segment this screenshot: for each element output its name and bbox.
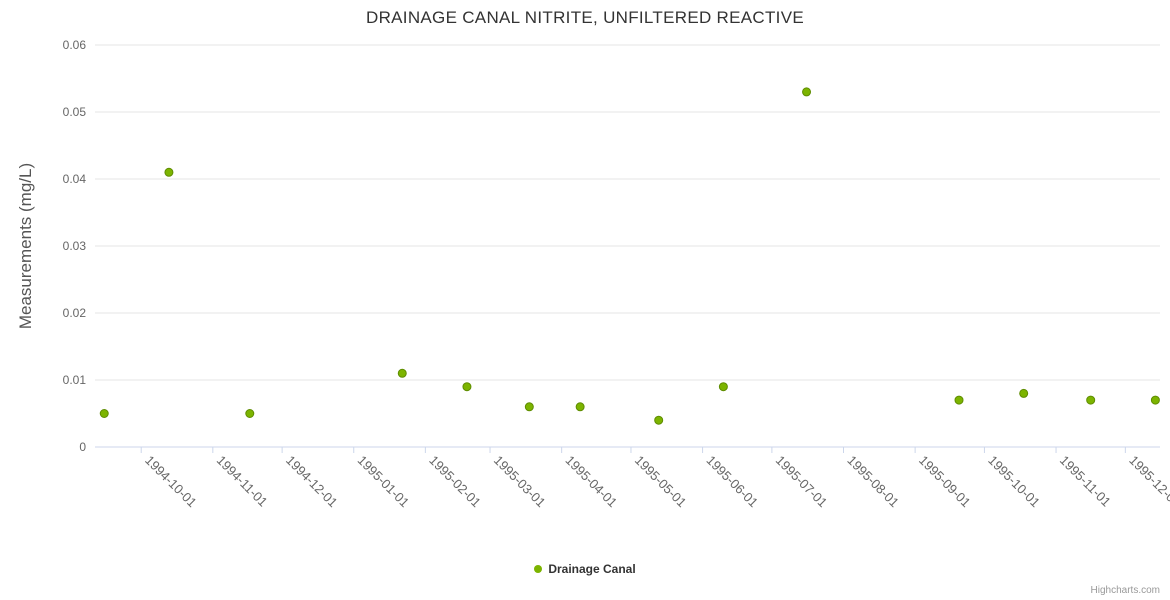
x-tick-label: 1995-08-01 bbox=[844, 453, 902, 511]
x-tick-label: 1995-02-01 bbox=[426, 453, 484, 511]
y-axis-title: Measurements (mg/L) bbox=[16, 162, 35, 330]
data-point[interactable] bbox=[654, 415, 664, 425]
y-tick-label: 0.03 bbox=[63, 239, 87, 253]
data-point[interactable] bbox=[99, 409, 109, 418]
y-tick-label: 0 bbox=[79, 440, 86, 454]
data-point[interactable] bbox=[954, 395, 964, 405]
x-tick-label: 1995-03-01 bbox=[491, 453, 549, 511]
x-tick-label: 1995-04-01 bbox=[563, 453, 621, 511]
data-point[interactable] bbox=[164, 167, 174, 177]
x-tick-label: 1995-09-01 bbox=[916, 453, 974, 511]
legend-item-drainage-canal[interactable]: Drainage Canal bbox=[0, 562, 1170, 576]
x-tick-label: 1995-11-01 bbox=[1057, 453, 1114, 510]
data-point[interactable] bbox=[802, 87, 812, 97]
legend-marker-icon bbox=[534, 565, 543, 573]
y-tick-label: 0.05 bbox=[63, 105, 87, 119]
x-tick-label: 1995-12-01 bbox=[1126, 453, 1170, 511]
x-tick-label: 1995-07-01 bbox=[773, 453, 831, 511]
legend-label: Drainage Canal bbox=[548, 562, 636, 576]
y-tick-label: 0.06 bbox=[63, 38, 87, 52]
x-tick-label: 1995-05-01 bbox=[632, 453, 690, 511]
data-point[interactable] bbox=[1150, 395, 1160, 405]
x-tick-label: 1994-11-01 bbox=[214, 453, 271, 510]
data-point[interactable] bbox=[1086, 395, 1096, 405]
y-tick-label: 0.01 bbox=[63, 373, 87, 387]
data-point[interactable] bbox=[245, 409, 255, 418]
highcharts-credit-link[interactable]: Highcharts.com bbox=[1090, 585, 1160, 596]
x-tick-label: 1995-10-01 bbox=[985, 453, 1043, 511]
data-point[interactable] bbox=[524, 402, 534, 412]
chart-title: DRAINAGE CANAL NITRITE, UNFILTERED REACT… bbox=[366, 8, 804, 27]
y-tick-label: 0.02 bbox=[63, 306, 87, 320]
data-point[interactable] bbox=[575, 402, 585, 412]
x-tick-label: 1994-10-01 bbox=[142, 453, 200, 511]
x-tick-label: 1995-01-01 bbox=[355, 453, 413, 511]
x-tick-label: 1994-12-01 bbox=[283, 453, 341, 511]
y-tick-label: 0.04 bbox=[63, 172, 87, 186]
data-point[interactable] bbox=[397, 368, 407, 378]
data-point[interactable] bbox=[462, 382, 472, 392]
x-tick-label: 1995-06-01 bbox=[703, 453, 761, 511]
data-point[interactable] bbox=[1019, 388, 1029, 398]
data-point[interactable] bbox=[718, 382, 728, 392]
